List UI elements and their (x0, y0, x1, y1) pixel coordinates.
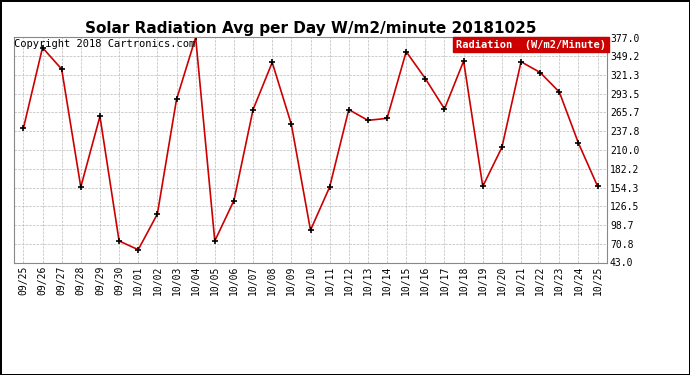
Text: Radiation  (W/m2/Minute): Radiation (W/m2/Minute) (456, 40, 606, 50)
Text: Copyright 2018 Cartronics.com: Copyright 2018 Cartronics.com (14, 39, 195, 50)
Title: Solar Radiation Avg per Day W/m2/minute 20181025: Solar Radiation Avg per Day W/m2/minute … (85, 21, 536, 36)
